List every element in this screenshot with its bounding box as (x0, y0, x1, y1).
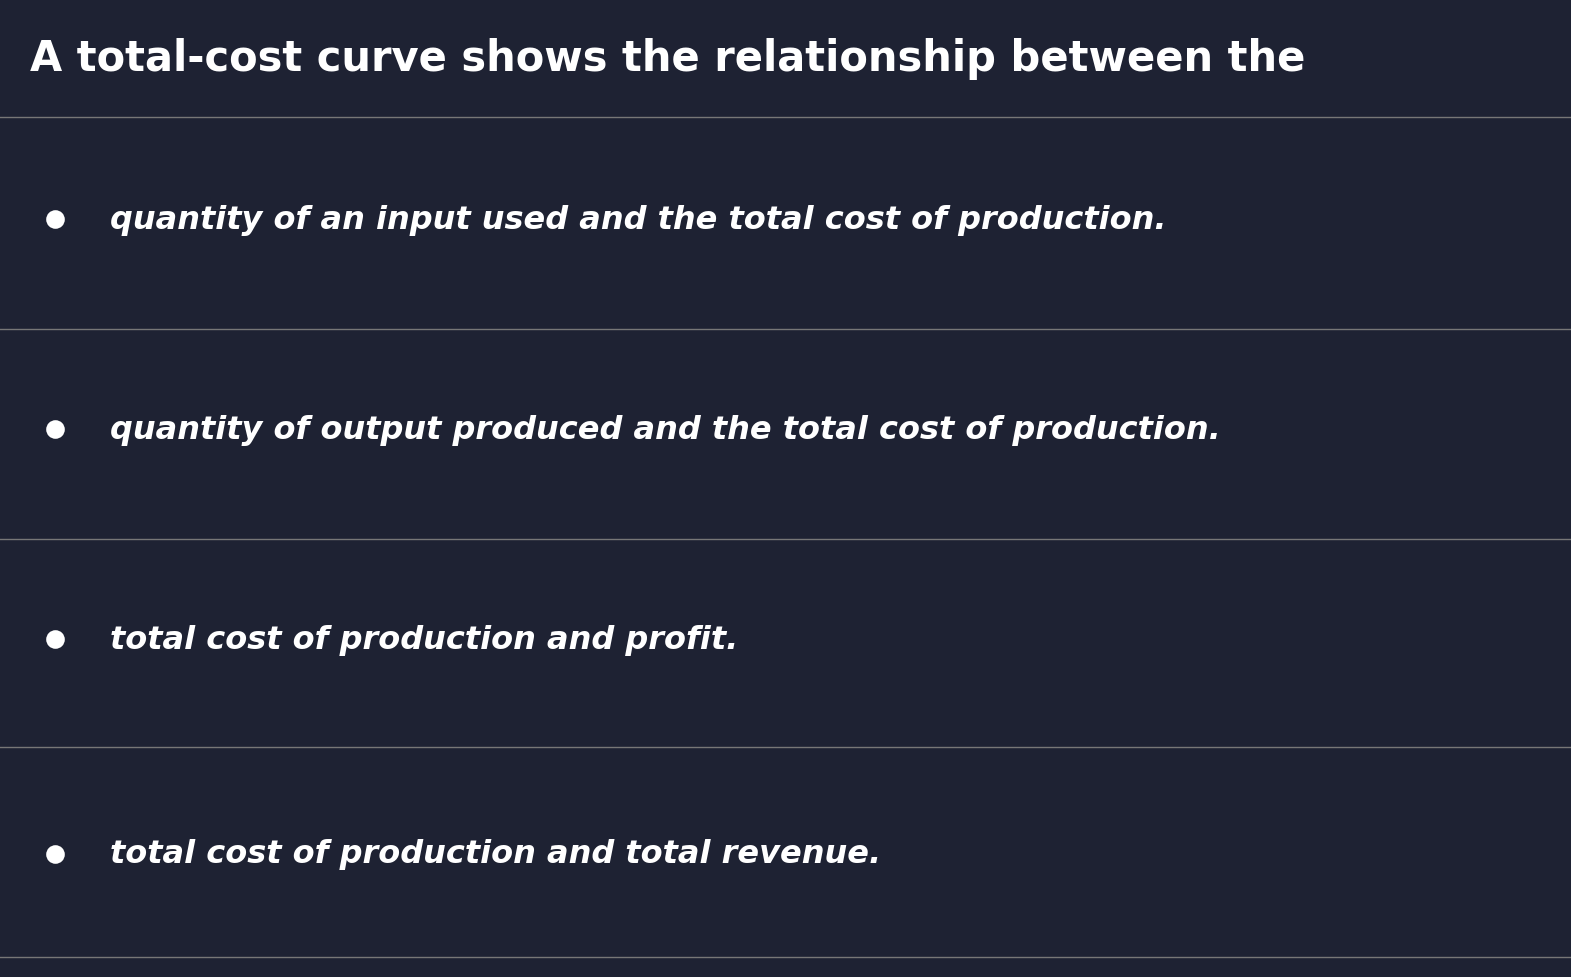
Text: total cost of production and profit.: total cost of production and profit. (110, 624, 738, 655)
Text: total cost of production and total revenue.: total cost of production and total reven… (110, 838, 881, 870)
Point (42, 631, 68, 647)
Point (42, 846, 68, 862)
Point (42, 212, 68, 228)
Text: quantity of an input used and the total cost of production.: quantity of an input used and the total … (110, 204, 1167, 235)
Point (42, 422, 68, 438)
Text: A total-cost curve shows the relationship between the: A total-cost curve shows the relationshi… (30, 38, 1306, 80)
Text: quantity of output produced and the total cost of production.: quantity of output produced and the tota… (110, 414, 1221, 446)
